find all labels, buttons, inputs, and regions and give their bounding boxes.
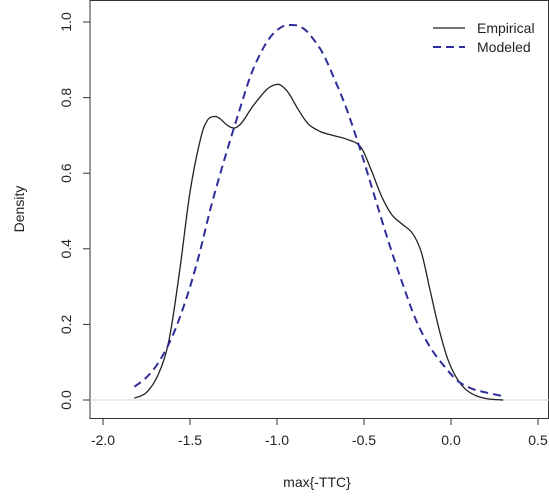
x-tick-label: -0.5: [352, 432, 376, 448]
y-axis-title: Density: [11, 186, 27, 233]
x-tick-label: -1.5: [178, 432, 202, 448]
y-tick-label: 0.6: [58, 163, 74, 183]
x-tick-label: 0.5: [528, 432, 548, 448]
y-tick-label: 0.8: [58, 88, 74, 108]
plot-frame: [89, 0, 549, 419]
x-tick-label: -1.0: [265, 432, 289, 448]
y-tick-label: 0.4: [58, 239, 74, 259]
y-tick-label: 0.2: [58, 314, 74, 334]
x-tick-label: 0.0: [441, 432, 461, 448]
legend-label-modeled: Modeled: [477, 39, 531, 55]
x-axis-title: max{-TTC}: [283, 474, 351, 490]
y-tick-label: 0.0: [58, 390, 74, 410]
y-tick-label: 1.0: [58, 12, 74, 32]
series-line-modeled: [133, 23, 504, 398]
legend-label-empirical: Empirical: [477, 20, 535, 36]
x-tick-label: -2.0: [91, 432, 115, 448]
series-line-empirical: [134, 83, 504, 401]
